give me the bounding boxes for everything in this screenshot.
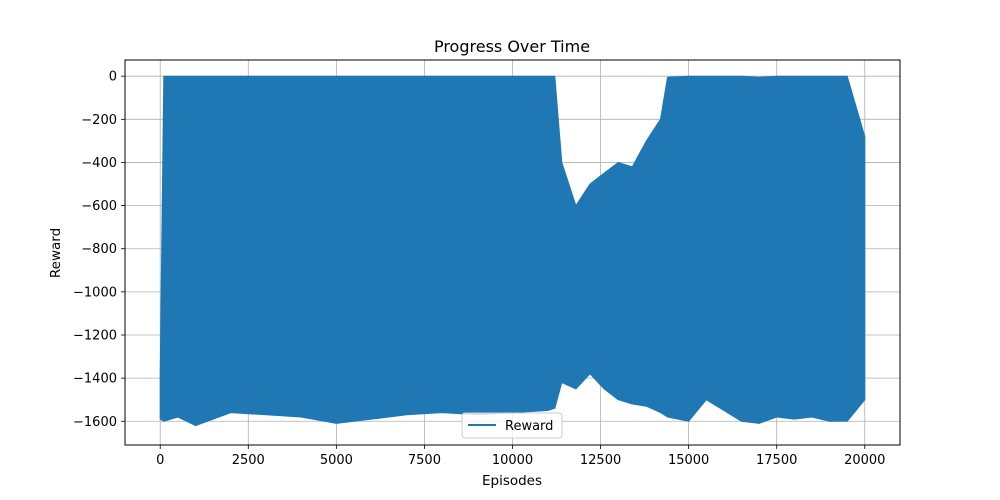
y-axis: 0 −200 −400 −600 −800 −1000 −1200 −1400 −1600 <box>73 70 125 430</box>
y-tick-label: −1600 <box>73 415 117 430</box>
x-tick-label: 2500 <box>232 453 265 468</box>
x-tick-label: 20000 <box>844 453 885 468</box>
x-tick-label: 17500 <box>756 453 797 468</box>
x-axis: 0 2500 5000 7500 10000 12500 15000 17500 20000 <box>156 445 885 468</box>
legend: Reward <box>461 412 563 439</box>
series-reward <box>159 75 866 427</box>
x-tick-label: 15000 <box>668 453 709 468</box>
y-tick-label: −1000 <box>73 285 117 300</box>
x-tick-label: 7500 <box>408 453 441 468</box>
y-tick-label: −400 <box>81 156 117 171</box>
legend-label: Reward <box>505 419 553 434</box>
x-axis-title: Episodes <box>482 473 542 489</box>
x-tick-label: 10000 <box>492 453 533 468</box>
y-tick-label: −1400 <box>73 372 117 387</box>
y-tick-label: −200 <box>81 113 117 128</box>
y-tick-label: −600 <box>81 199 117 214</box>
x-tick-label: 0 <box>156 453 164 468</box>
chart-title: Progress Over Time <box>434 37 590 56</box>
y-tick-label: −1200 <box>73 329 117 344</box>
y-tick-label: 0 <box>109 70 117 85</box>
y-tick-label: −800 <box>81 242 117 257</box>
legend-box <box>461 412 563 439</box>
y-axis-title: Reward <box>48 228 64 278</box>
x-tick-label: 12500 <box>580 453 621 468</box>
series-layer <box>159 75 866 427</box>
x-tick-label: 5000 <box>320 453 353 468</box>
